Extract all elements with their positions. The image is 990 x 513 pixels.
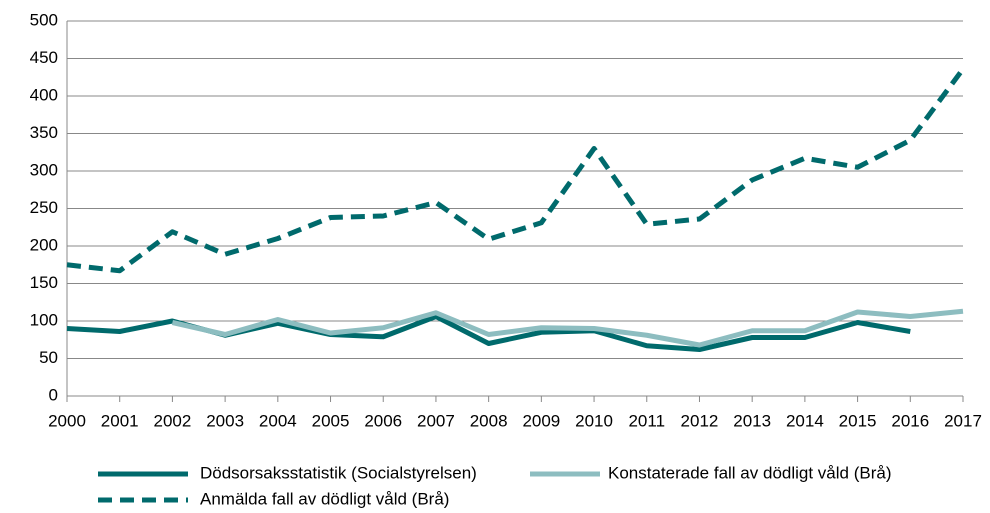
x-tick-label: 2011 bbox=[628, 411, 665, 430]
legend-label: Dödsorsaksstatistik (Socialstyrelsen) bbox=[200, 463, 477, 482]
series-line bbox=[66, 67, 966, 274]
y-tick-label: 450 bbox=[30, 48, 58, 67]
legend-label: Konstaterade fall av dödligt våld (Brå) bbox=[608, 463, 892, 482]
x-tick-label: 2016 bbox=[891, 411, 929, 430]
x-tick-label: 2001 bbox=[101, 411, 139, 430]
x-tick-label: 2012 bbox=[681, 411, 719, 430]
x-tick-label: 2013 bbox=[733, 411, 771, 430]
series-line bbox=[171, 308, 964, 348]
x-tick-label: 2002 bbox=[153, 411, 191, 430]
x-tick-label: 2000 bbox=[48, 411, 86, 430]
y-tick-label: 150 bbox=[30, 273, 58, 292]
y-tick-label: 100 bbox=[30, 310, 58, 329]
x-tick-label: 2006 bbox=[364, 411, 402, 430]
x-tick-label: 2004 bbox=[259, 411, 297, 430]
y-tick-label: 50 bbox=[39, 348, 58, 367]
y-tick-label: 0 bbox=[49, 385, 58, 404]
x-tick-label: 2005 bbox=[312, 411, 350, 430]
x-tick-label: 2010 bbox=[575, 411, 613, 430]
legend-label: Anmälda fall av dödligt våld (Brå) bbox=[200, 489, 449, 508]
x-tick-label: 2017 bbox=[944, 411, 982, 430]
y-tick-label: 200 bbox=[30, 235, 58, 254]
y-tick-label: 400 bbox=[30, 85, 58, 104]
x-tick-label: 2003 bbox=[206, 411, 244, 430]
x-tick-label: 2007 bbox=[417, 411, 455, 430]
y-tick-label: 250 bbox=[30, 198, 58, 217]
x-tick-label: 2014 bbox=[786, 411, 824, 430]
y-tick-label: 500 bbox=[30, 10, 58, 29]
x-tick-label: 2008 bbox=[470, 411, 508, 430]
y-tick-label: 300 bbox=[30, 160, 58, 179]
x-tick-label: 2015 bbox=[839, 411, 877, 430]
y-tick-label: 350 bbox=[30, 123, 58, 142]
x-tick-label: 2009 bbox=[522, 411, 560, 430]
